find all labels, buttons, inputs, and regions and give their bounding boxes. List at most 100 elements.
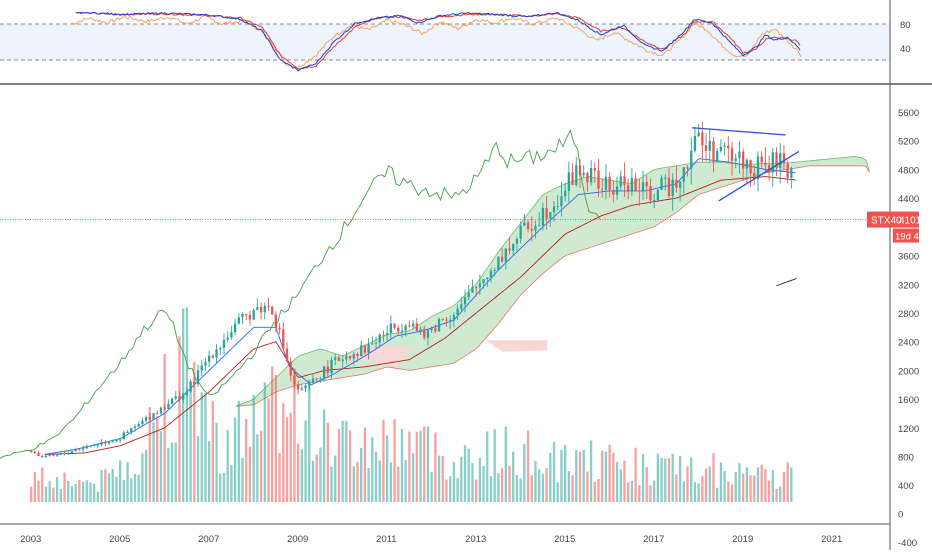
candle-body (126, 432, 129, 434)
volume-bar (738, 463, 741, 502)
candle-body (59, 452, 62, 455)
volume-bar (293, 368, 296, 502)
volume-bar (493, 429, 496, 502)
volume-bar (515, 474, 519, 502)
candle-body (193, 381, 196, 385)
candle-body (727, 145, 730, 149)
volume-bar (634, 447, 637, 502)
candle-body (100, 442, 103, 445)
volume-bar (456, 478, 459, 502)
volume-bar (167, 447, 170, 502)
candle-body (182, 395, 185, 400)
candle-body (452, 315, 456, 320)
volume-bar (693, 482, 697, 502)
candle-body (738, 151, 741, 159)
volume-bar (719, 462, 723, 502)
candle-body (756, 156, 760, 180)
volume-bar (749, 475, 752, 502)
volume-bar (790, 467, 793, 502)
candle-body (356, 353, 359, 357)
volume-bar (397, 466, 400, 502)
volume-bar (326, 422, 329, 502)
candle-body (437, 318, 441, 332)
volume-bar (308, 379, 311, 502)
candle-body (311, 378, 315, 383)
candle-body (289, 361, 292, 376)
volume-bar (374, 451, 378, 502)
candle-body (478, 283, 482, 288)
candle-body (578, 165, 582, 176)
short-segment (776, 278, 797, 287)
candle-body (653, 200, 656, 202)
candle-body (400, 330, 404, 332)
volume-bar (319, 447, 322, 502)
candle-body (697, 132, 700, 137)
candle-body (278, 327, 281, 330)
price-labels[interactable]: STX40 4101 19d 4h (867, 211, 924, 243)
candle-body (723, 145, 726, 147)
volume-bar (367, 467, 370, 502)
price-tick-label: -400 (898, 538, 917, 549)
stochastic-rsi-pane[interactable] (0, 11, 890, 72)
volume-bar (760, 464, 763, 502)
candle-body (486, 277, 489, 280)
candle-body (81, 448, 85, 450)
volume-bar (297, 443, 300, 502)
volume-bar (363, 427, 367, 502)
price-tick-label: 0 (898, 510, 903, 521)
candle-body (411, 323, 415, 327)
volume-bar (371, 437, 374, 502)
countdown-label: 19d 4h (895, 232, 924, 243)
price-tick-label: 1600 (898, 395, 919, 406)
volume-bar (44, 486, 48, 502)
volume-bar (612, 452, 615, 502)
candle-body (33, 452, 37, 454)
volume-bar (315, 454, 318, 502)
volume-bar (519, 478, 522, 502)
volume-bar (478, 457, 482, 502)
volume-bar (193, 361, 196, 502)
candle-body (378, 334, 381, 343)
candle-body (500, 256, 504, 262)
trendline-drawings[interactable] (691, 127, 800, 287)
candle-body (475, 287, 478, 289)
volume-bar (222, 472, 226, 502)
last-price-label: 4101 (899, 216, 922, 227)
volume-bar (764, 468, 767, 502)
volume-bar (471, 462, 474, 502)
candle-body (248, 315, 252, 320)
volume-bar (653, 480, 656, 502)
candle-body (233, 323, 237, 333)
volume-bar (230, 465, 233, 502)
volume-bar (701, 476, 704, 502)
candle-body (690, 150, 693, 169)
candle-body (30, 450, 33, 453)
volume-bar (219, 473, 222, 502)
candle-body (271, 306, 274, 315)
candle-body (593, 167, 596, 171)
candle-body (122, 432, 126, 440)
candle-body (200, 365, 203, 371)
volume-bar (552, 441, 556, 502)
volume-bar (382, 419, 385, 502)
volume-bar (753, 475, 756, 502)
candle-body (67, 453, 70, 455)
price-tick-label: 2400 (898, 338, 919, 349)
candle-body (508, 248, 511, 251)
candle-body (111, 441, 114, 443)
candle-body (512, 243, 515, 251)
candle-body (230, 332, 233, 338)
candlesticks[interactable] (30, 121, 793, 459)
volume-bar (586, 471, 589, 502)
volume-bar (393, 419, 396, 502)
price-tick-label: 3600 (898, 252, 919, 263)
volume-bar (541, 473, 545, 502)
trendline (691, 127, 786, 136)
candle-body (430, 328, 433, 331)
volume-bar (623, 460, 626, 502)
candle-body (93, 445, 96, 447)
volume-bar (211, 401, 215, 502)
volume-bar (690, 457, 693, 502)
volume-bar (482, 465, 485, 502)
